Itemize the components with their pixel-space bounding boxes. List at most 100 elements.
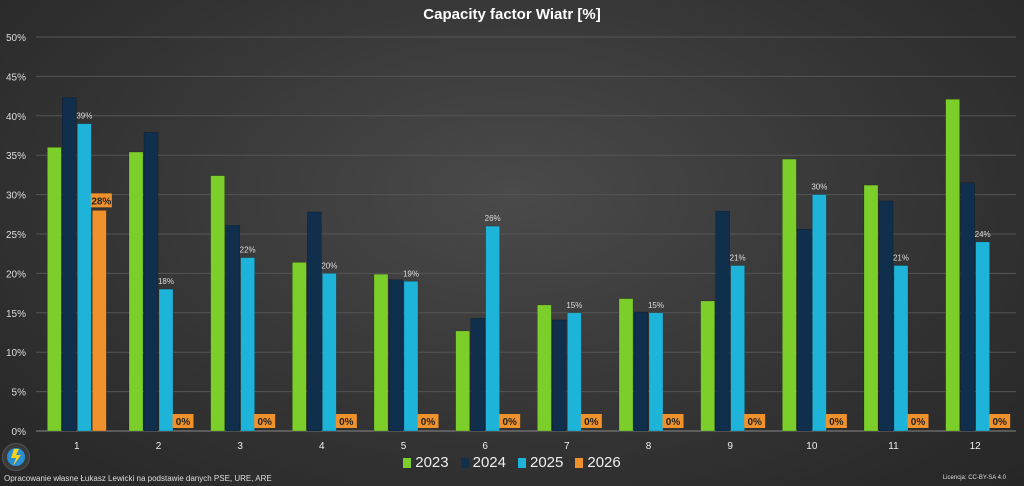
x-tick-label: 11 [888,441,899,452]
bar-2026 [92,210,107,432]
bar-2025 [893,265,909,432]
bar-2024 [797,229,812,432]
x-tick-label: 10 [806,441,818,452]
bar-2024 [715,210,730,432]
y-tick-label: 30% [6,191,26,202]
data-label: 0% [829,417,844,428]
y-tick-label: 50% [6,33,26,44]
bar-2023 [210,175,225,432]
data-label: 19% [403,269,419,278]
data-label-box [417,414,439,428]
data-label: 0% [747,417,762,428]
legend-swatch [518,458,526,468]
bar-2023 [945,99,960,432]
x-tick-label: 1 [74,441,80,452]
legend-swatch [575,458,584,468]
x-tick-label: 9 [727,441,733,452]
x-tick-label: 3 [237,441,243,452]
bar-2025 [240,257,255,432]
bar-2024 [225,225,240,432]
y-tick-label: 15% [6,309,26,320]
data-label: 0% [666,417,681,428]
data-label: 0% [176,417,191,428]
data-label: 0% [911,417,926,428]
bar-2024 [470,318,485,432]
data-label: 24% [975,230,991,239]
data-label-box [580,414,602,428]
data-label: 15% [566,301,582,310]
bar-2025 [812,194,827,432]
bar-2025 [567,312,582,432]
legend-item-2026: 2026 [575,454,621,471]
data-label: 30% [811,183,827,192]
bar-2023 [373,273,389,432]
bar-2023 [537,304,552,432]
data-label-box [662,414,684,428]
bar-2023 [455,330,470,432]
y-tick-label: 45% [6,72,26,83]
legend-label: 2023 [415,454,449,471]
legend-item-2025: 2025 [518,454,563,471]
bar-2025 [648,312,664,432]
bar-2024 [552,319,567,432]
bar-2025 [975,241,990,432]
y-tick-label: 40% [6,112,26,123]
license-text: Licencja: CC-BY-SA 4.0 [942,475,1006,481]
data-label: 39% [76,112,92,121]
y-tick-label: 5% [12,388,27,399]
legend: 2023 2024 2025 2026 [0,454,1024,471]
x-tick-label: 2 [156,441,162,452]
bar-2024 [62,97,77,432]
bar-2023 [863,184,879,432]
legend-swatch [460,458,469,468]
bar-2023 [700,300,715,432]
data-label-box [989,414,1011,428]
y-tick-label: 35% [6,151,26,162]
data-label: 0% [421,417,436,428]
data-label-box [907,414,929,428]
legend-label: 2024 [472,454,506,471]
bar-2023 [128,151,144,432]
bar-2023 [292,262,307,432]
bar-2024 [878,200,894,432]
bar-2023 [618,298,634,432]
x-tick-label: 4 [319,441,325,452]
bar-2024 [307,211,322,432]
data-label: 21% [893,254,909,263]
bar-2025 [322,273,337,432]
legend-label: 2025 [530,454,564,471]
data-label-box [172,414,194,428]
bar-2024 [633,311,649,432]
data-label: 0% [257,417,272,428]
x-tick-label: 8 [646,441,652,452]
y-tick-label: 0% [12,427,27,438]
y-tick-label: 10% [6,348,26,359]
data-label: 22% [240,246,256,255]
data-label: 18% [158,277,174,286]
x-tick-label: 12 [970,441,982,452]
data-label-box [254,414,276,428]
data-label: 20% [321,261,337,270]
source-credit: Opracowanie własne Łukasz Lewicki na pod… [4,474,272,483]
data-label: 21% [730,254,746,263]
data-label: 26% [485,214,501,223]
y-tick-label: 20% [6,269,26,280]
x-tick-label: 7 [564,441,570,452]
logo-icon [2,443,30,471]
chart-title: Capacity factor Wiatr [%] [423,6,601,23]
data-label: 0% [584,417,599,428]
legend-swatch [403,458,412,468]
bar-2024 [960,182,975,432]
data-label-box [825,414,847,428]
data-label: 15% [648,301,664,310]
bar-2023 [782,158,797,432]
data-label: 0% [992,417,1007,428]
bar-2024 [388,279,404,432]
bar-2025 [403,281,419,432]
x-tick-label: 6 [482,441,488,452]
data-label: 28% [91,196,111,207]
y-tick-label: 25% [6,230,26,241]
x-tick-label: 5 [401,441,407,452]
data-label-box [335,414,357,428]
